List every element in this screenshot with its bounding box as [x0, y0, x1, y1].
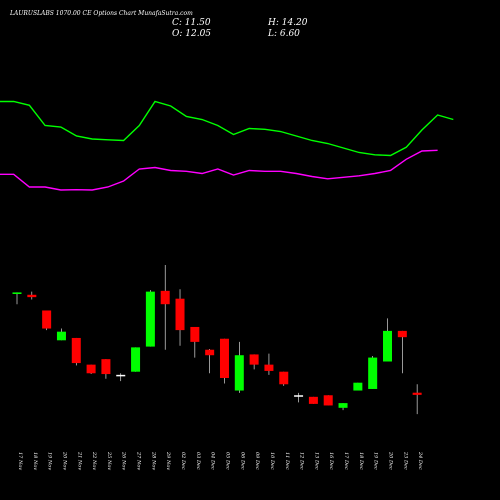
candle-body	[205, 349, 215, 356]
x-tick-label: 22 Nov	[91, 451, 97, 470]
candle	[42, 310, 52, 331]
candles	[12, 264, 422, 415]
x-tick-label: 24 Dec	[417, 451, 423, 470]
candle	[116, 373, 126, 382]
candle	[368, 356, 378, 389]
x-tick-label: 29 Nov	[165, 451, 171, 470]
candle	[160, 264, 170, 350]
candle-body	[145, 291, 155, 347]
x-tick-label: 16 Dec	[328, 452, 334, 470]
low-value: L: 6.60	[268, 29, 300, 39]
x-tick-label: 27 Nov	[136, 451, 142, 470]
candle-body	[234, 355, 244, 391]
candle	[264, 353, 274, 375]
candle-body	[294, 395, 304, 397]
candle-body	[12, 292, 22, 294]
candle	[56, 328, 66, 341]
candle-body	[131, 347, 141, 372]
x-tick-label: 17 Nov	[17, 452, 23, 470]
x-tick-label: 09 Dec	[254, 452, 260, 470]
x-tick-label: 20 Nov	[61, 451, 67, 470]
candle-body	[175, 298, 185, 331]
candle	[279, 371, 289, 386]
candle-body	[249, 354, 259, 365]
green-line	[0, 100, 454, 157]
candle-body	[368, 357, 378, 389]
candle-body	[279, 371, 289, 385]
x-tick-label: 26 Nov	[121, 451, 127, 470]
candle-body	[308, 396, 318, 404]
x-tick-label: 23 Dec	[402, 451, 408, 470]
x-tick-label: 19 Dec	[373, 452, 379, 470]
x-tick-label: 20 Dec	[388, 451, 394, 470]
candle	[234, 341, 244, 393]
x-tick-label: 18 Dec	[358, 452, 364, 470]
candle	[175, 289, 185, 346]
candle	[145, 290, 155, 347]
candle	[383, 318, 392, 362]
candle	[219, 338, 229, 384]
candle	[323, 395, 333, 406]
x-tick-label: 05 Dec	[224, 452, 230, 470]
candle-body	[27, 294, 37, 298]
candle-body	[116, 374, 126, 377]
candle-body	[86, 364, 96, 374]
x-tick-label: 12 Dec	[299, 452, 305, 470]
candle	[412, 384, 422, 415]
candle	[101, 359, 111, 379]
x-tick-label: 13 Dec	[313, 452, 319, 470]
candle-body	[323, 395, 333, 406]
candle	[397, 330, 407, 374]
x-axis-labels: 17 Nov 18 Nov 19 Nov 20 Nov 21 Nov 22 Nov 25 N…	[17, 451, 423, 470]
candle	[71, 337, 81, 366]
candle-body	[71, 337, 81, 364]
candle	[27, 291, 37, 300]
x-tick-label: 10 Dec	[269, 452, 275, 470]
candle-body	[397, 330, 407, 338]
candle-body	[56, 331, 66, 341]
candle	[131, 347, 141, 372]
candle-body	[383, 330, 392, 362]
candle-body	[42, 310, 52, 329]
x-tick-label: 19 Nov	[47, 452, 53, 470]
candle-body	[160, 290, 170, 305]
close-value: C: 11.50	[172, 18, 211, 28]
candle	[249, 354, 259, 370]
x-tick-label: 28 Nov	[150, 451, 156, 470]
candle-body	[190, 326, 200, 342]
candle	[86, 364, 96, 375]
candle-body	[338, 403, 348, 408]
candle	[294, 392, 304, 403]
x-tick-label: 04 Dec	[210, 452, 216, 470]
high-value: H: 14.20	[268, 18, 308, 28]
candle	[12, 292, 22, 305]
x-tick-label: 18 Nov	[32, 452, 38, 470]
x-tick-label: 03 Dec	[195, 452, 201, 470]
candle-body	[412, 392, 422, 395]
candle-body	[264, 364, 274, 371]
x-tick-label: 06 Dec	[239, 452, 245, 470]
x-tick-label: 21 Nov	[76, 451, 82, 470]
moving-averages	[0, 100, 454, 191]
x-tick-label: 17 Dec	[343, 452, 349, 470]
candle	[353, 382, 363, 391]
candle	[338, 403, 348, 411]
candle-body	[219, 338, 229, 378]
magenta-line	[0, 149, 438, 191]
candle-body	[353, 382, 363, 391]
candle	[308, 396, 318, 404]
chart-title: LAURUSLABS 1070.00 CE Options Chart Muna…	[10, 10, 193, 17]
candle	[190, 326, 200, 358]
x-tick-label: 11 Dec	[284, 452, 290, 470]
open-value: O: 12.05	[172, 29, 212, 39]
candle-body	[101, 359, 111, 375]
candle	[205, 348, 215, 374]
x-tick-label: 25 Nov	[106, 451, 112, 470]
x-tick-label: 02 Dec	[180, 452, 186, 470]
